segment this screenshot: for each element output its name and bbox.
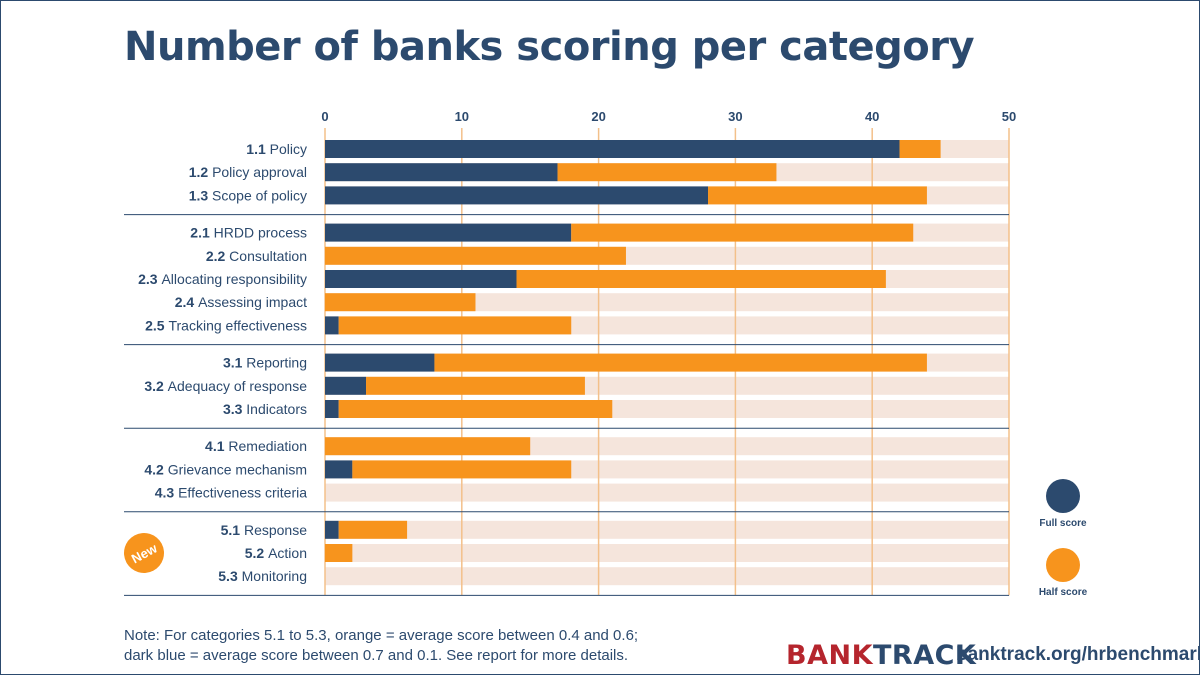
x-tick-label-40: 40 bbox=[865, 109, 879, 124]
category-label-3.2: 3.2 Adequacy of response bbox=[144, 378, 307, 394]
category-label-4.3: 4.3 Effectiveness criteria bbox=[155, 485, 307, 501]
bar-half-5.2 bbox=[325, 544, 353, 562]
bar-half-3.1 bbox=[434, 353, 927, 372]
category-label-5.3: 5.3 Monitoring bbox=[218, 568, 307, 584]
legend-full-label: Full score bbox=[1039, 518, 1087, 529]
bar-full-3.3 bbox=[325, 400, 339, 418]
logo-part-2: TRACK bbox=[873, 640, 977, 671]
bar-full-1.3 bbox=[325, 186, 709, 205]
track-4-2 bbox=[325, 567, 1009, 586]
bar-half-4.2 bbox=[352, 460, 572, 479]
track-1-3 bbox=[325, 293, 1009, 312]
category-label-2.2: 2.2 Consultation bbox=[206, 248, 307, 264]
bar-full-2.5 bbox=[325, 316, 339, 335]
footnote-line-1: Note: For categories 5.1 to 5.3, orange … bbox=[124, 627, 639, 644]
legend-full-dot bbox=[1046, 479, 1080, 513]
category-label-1.3: 1.3 Scope of policy bbox=[189, 187, 307, 203]
category-label-3.1: 3.1 Reporting bbox=[223, 355, 307, 371]
bar-half-3.2 bbox=[366, 376, 585, 395]
logo-part-1: BANK bbox=[786, 640, 873, 671]
category-label-2.3: 2.3 Allocating responsibility bbox=[138, 271, 307, 287]
track-4-1 bbox=[325, 544, 1009, 562]
footnote: Note: For categories 5.1 to 5.3, orange … bbox=[124, 626, 638, 666]
bar-half-1.3 bbox=[708, 186, 927, 205]
bar-half-4.1 bbox=[325, 437, 531, 456]
bar-half-2.3 bbox=[516, 270, 886, 288]
legend-half-label: Half score bbox=[1038, 587, 1088, 598]
legend-half-dot bbox=[1046, 548, 1080, 582]
bar-chart: 0 10 20 30 40 50 1.1 Policy 1.2 Policy approval… bbox=[124, 109, 1016, 596]
category-label-5.1: 5.1 Response bbox=[221, 522, 308, 538]
bar-half-2.4 bbox=[325, 293, 476, 312]
x-tick-label-30: 30 bbox=[728, 109, 742, 124]
bar-half-5.1 bbox=[338, 520, 408, 539]
category-label-1.1: 1.1 Policy bbox=[246, 141, 307, 157]
x-tick-label-0: 0 bbox=[321, 109, 328, 124]
bar-half-1.1 bbox=[899, 140, 941, 158]
category-label-2.4: 2.4 Assessing impact bbox=[175, 294, 307, 310]
bar-full-3.2 bbox=[325, 376, 367, 395]
x-tick-label-20: 20 bbox=[591, 109, 605, 124]
footnote-line-2: dark blue = average score between 0.7 an… bbox=[124, 647, 629, 664]
x-tick-label-50: 50 bbox=[1002, 109, 1016, 124]
bar-half-1.2 bbox=[557, 163, 777, 182]
report-url[interactable]: banktrack.org/hrbenchmark bbox=[956, 644, 1200, 665]
x-tick-label-10: 10 bbox=[455, 109, 469, 124]
category-label-2.1: 2.1 HRDD process bbox=[190, 225, 307, 241]
chart-title: Number of banks scoring per category bbox=[124, 24, 975, 70]
bar-full-2.1 bbox=[325, 223, 572, 242]
bar-full-1.1 bbox=[325, 140, 900, 158]
category-label-2.5: 2.5 Tracking effectiveness bbox=[145, 317, 307, 333]
bar-half-2.2 bbox=[325, 246, 626, 265]
bar-half-2.1 bbox=[571, 223, 914, 242]
bar-full-1.2 bbox=[325, 163, 558, 182]
category-label-3.3: 3.3 Indicators bbox=[223, 401, 307, 417]
bar-full-4.2 bbox=[325, 460, 353, 479]
category-label-4.2: 4.2 Grievance mechanism bbox=[144, 461, 307, 477]
bar-full-3.1 bbox=[325, 353, 435, 372]
bar-half-3.3 bbox=[338, 400, 613, 418]
bar-full-5.1 bbox=[325, 520, 339, 539]
category-label-4.1: 4.1 Remediation bbox=[205, 438, 307, 454]
category-label-1.2: 1.2 Policy approval bbox=[189, 164, 307, 180]
bar-full-2.3 bbox=[325, 270, 517, 288]
category-label-5.2: 5.2 Action bbox=[245, 545, 307, 561]
bar-half-2.5 bbox=[338, 316, 572, 335]
track-4-0 bbox=[325, 520, 1009, 539]
banktrack-logo: BANKTRACK bbox=[786, 640, 976, 671]
track-3-2 bbox=[325, 483, 1009, 502]
